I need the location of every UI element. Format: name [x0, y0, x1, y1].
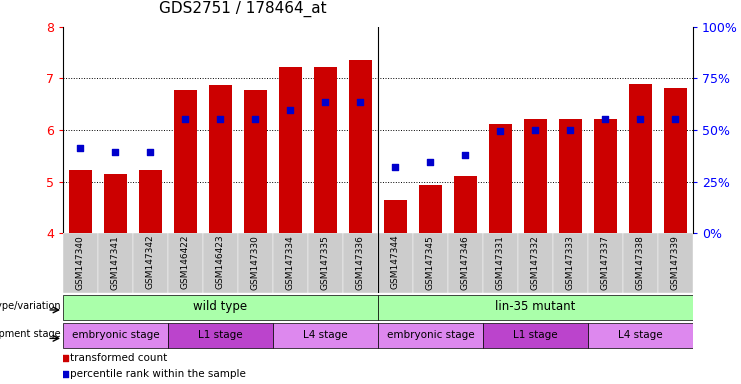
- Bar: [658, 233, 693, 293]
- Point: [390, 164, 402, 170]
- Bar: [483, 233, 518, 293]
- Point: [75, 145, 87, 151]
- Text: genotype/variation: genotype/variation: [0, 301, 61, 311]
- Bar: [664, 88, 687, 233]
- Text: L4 stage: L4 stage: [303, 330, 348, 340]
- Bar: [553, 233, 588, 293]
- Bar: [489, 124, 512, 233]
- Bar: [559, 119, 582, 233]
- Bar: [203, 233, 238, 293]
- Text: GSM147341: GSM147341: [111, 235, 120, 290]
- Point: [669, 116, 681, 122]
- Bar: [588, 233, 623, 293]
- Bar: [384, 200, 407, 233]
- Bar: [349, 60, 372, 233]
- Bar: [314, 67, 337, 233]
- Bar: [279, 67, 302, 233]
- Bar: [63, 233, 98, 293]
- Bar: [168, 323, 273, 348]
- Point: [354, 99, 366, 105]
- Point: [229, 305, 241, 311]
- Point: [179, 116, 191, 122]
- Text: GSM147345: GSM147345: [426, 235, 435, 290]
- Bar: [343, 233, 378, 293]
- Bar: [273, 323, 378, 348]
- Text: GSM146422: GSM146422: [181, 235, 190, 290]
- Text: GSM147338: GSM147338: [636, 235, 645, 290]
- Point: [250, 116, 262, 122]
- Bar: [454, 176, 476, 233]
- Point: [319, 99, 331, 105]
- Text: GSM147339: GSM147339: [671, 235, 679, 290]
- Bar: [483, 323, 588, 348]
- Bar: [98, 233, 133, 293]
- Point: [529, 127, 541, 133]
- Bar: [378, 295, 693, 319]
- Point: [634, 116, 646, 122]
- Text: GSM147336: GSM147336: [356, 235, 365, 290]
- Text: L4 stage: L4 stage: [618, 330, 662, 340]
- Point: [599, 116, 611, 122]
- Bar: [448, 233, 483, 293]
- Text: GSM147333: GSM147333: [566, 235, 575, 290]
- Bar: [413, 233, 448, 293]
- Bar: [133, 233, 168, 293]
- Bar: [174, 90, 197, 233]
- Bar: [273, 233, 308, 293]
- Text: GSM147340: GSM147340: [76, 235, 85, 290]
- Bar: [378, 233, 413, 293]
- Text: transformed count: transformed count: [70, 353, 167, 363]
- Bar: [168, 233, 203, 293]
- Text: GDS2751 / 178464_at: GDS2751 / 178464_at: [159, 1, 327, 17]
- Bar: [238, 233, 273, 293]
- Text: GSM147344: GSM147344: [391, 235, 400, 290]
- Bar: [244, 90, 267, 233]
- Text: GSM147335: GSM147335: [321, 235, 330, 290]
- Bar: [588, 323, 693, 348]
- Text: GSM147331: GSM147331: [496, 235, 505, 290]
- Text: embryonic stage: embryonic stage: [72, 330, 159, 340]
- Text: GSM147346: GSM147346: [461, 235, 470, 290]
- Bar: [524, 119, 547, 233]
- Point: [215, 116, 227, 122]
- Bar: [209, 84, 232, 233]
- Point: [285, 107, 296, 113]
- Text: lin-35 mutant: lin-35 mutant: [495, 300, 576, 313]
- Text: development stage: development stage: [0, 329, 61, 339]
- Text: L1 stage: L1 stage: [513, 330, 558, 340]
- Point: [144, 149, 156, 155]
- Bar: [63, 295, 378, 319]
- Text: L1 stage: L1 stage: [198, 330, 243, 340]
- Point: [425, 159, 436, 165]
- Bar: [308, 233, 343, 293]
- Point: [229, 159, 241, 165]
- Text: embryonic stage: embryonic stage: [387, 330, 474, 340]
- Text: percentile rank within the sample: percentile rank within the sample: [70, 369, 246, 379]
- Bar: [419, 185, 442, 233]
- Point: [565, 127, 576, 133]
- Text: GSM147330: GSM147330: [251, 235, 260, 290]
- Text: wild type: wild type: [193, 300, 247, 313]
- Bar: [69, 170, 92, 233]
- Bar: [594, 119, 617, 233]
- Text: GSM147337: GSM147337: [601, 235, 610, 290]
- Bar: [623, 233, 658, 293]
- Text: GSM147332: GSM147332: [531, 235, 540, 290]
- Bar: [629, 84, 652, 233]
- Text: GSM147334: GSM147334: [286, 235, 295, 290]
- Text: GSM146423: GSM146423: [216, 235, 225, 290]
- Bar: [104, 174, 127, 233]
- Text: GSM147342: GSM147342: [146, 235, 155, 290]
- Point: [110, 149, 122, 155]
- Point: [494, 128, 506, 134]
- Bar: [378, 323, 483, 348]
- Bar: [139, 170, 162, 233]
- Point: [459, 152, 471, 158]
- Bar: [63, 323, 168, 348]
- Bar: [518, 233, 553, 293]
